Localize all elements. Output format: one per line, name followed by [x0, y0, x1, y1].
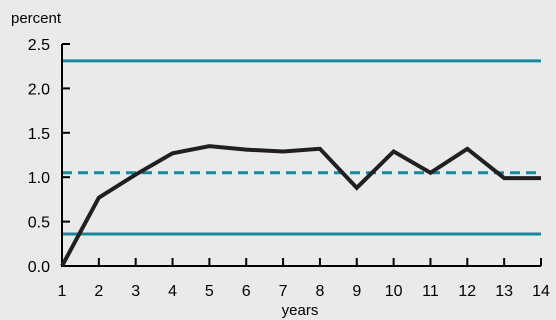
x-tick-label: 5 [205, 283, 214, 300]
y-tick-label: 1.0 [28, 170, 50, 187]
y-tick-label: 0.0 [28, 259, 50, 276]
y-tick-label: 0.5 [28, 215, 50, 232]
x-tick-label: 7 [279, 283, 288, 300]
x-tick-label: 11 [422, 283, 439, 300]
x-axis-title: years [282, 302, 319, 319]
x-tick-label: 12 [458, 283, 476, 300]
x-axis-ticks: 1 2 3 4 5 6 7 8 9 10 11 12 13 14 [58, 258, 550, 300]
series-group [60, 144, 541, 267]
y-axis-ticks: 0.0 0.5 1.0 1.5 2.0 2.5 [28, 37, 70, 276]
series-line-1 [60, 144, 541, 267]
x-tick-label: 6 [242, 283, 251, 300]
x-tick-label: 9 [352, 283, 361, 300]
x-tick-label: 4 [168, 283, 177, 300]
reference-lines [62, 59, 541, 236]
x-tick-label: 13 [495, 283, 513, 300]
y-tick-label: 2.0 [28, 81, 50, 98]
y-tick-label: 2.5 [28, 37, 50, 54]
x-tick-label: 2 [94, 283, 103, 300]
x-tick-label: 14 [532, 283, 550, 300]
x-tick-label: 1 [58, 283, 67, 300]
x-tick-label: 10 [385, 283, 403, 300]
x-tick-label: 3 [131, 283, 140, 300]
axes [61, 44, 541, 267]
y-tick-label: 1.5 [28, 126, 50, 143]
x-tick-label: 8 [315, 283, 324, 300]
y-axis-title: percent [11, 10, 62, 27]
